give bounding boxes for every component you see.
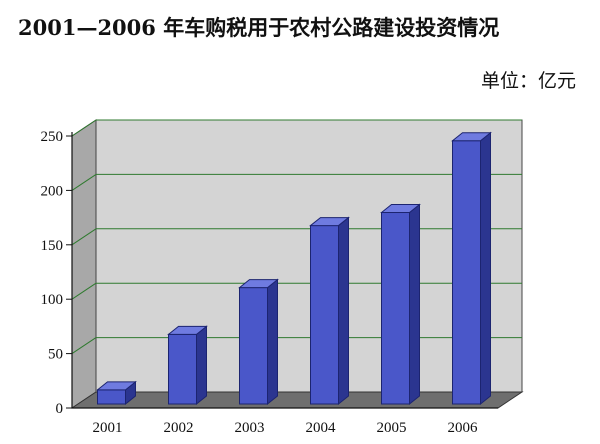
x-tick-label: 2005 [377,420,407,436]
grid-line-side [71,119,97,137]
grid-line-side [71,282,97,300]
bar-side [338,216,349,406]
y-tick-label: 100 [41,292,64,308]
bar-front [381,212,410,405]
bar-top [380,204,421,214]
bar-side [480,131,491,406]
bar [309,216,350,406]
x-tick-label: 2003 [235,420,265,436]
bar-front [452,140,481,405]
bar [451,131,492,406]
x-tick-label: 2004 [306,420,337,436]
x-tick-label: 2006 [448,420,479,436]
y-tick-label: 50 [48,347,63,363]
back-wall [95,119,523,393]
grid-line-side [71,228,97,246]
bars [96,131,492,406]
bar-side [267,278,278,406]
bar-front [310,225,339,405]
y-tick-label: 150 [41,238,64,254]
bar-top [167,325,208,335]
y-tick-label: 0 [56,401,64,417]
bar-top [451,132,492,142]
bar [96,380,137,406]
x-tick-label: 2001 [93,420,123,436]
bar-top [96,381,137,391]
grid-line-side [71,337,97,355]
side-wall [71,119,97,409]
bar-side [409,203,420,406]
bar-top [238,279,279,289]
y-tick-label: 200 [41,183,64,199]
chart-title: 2001—2006 年车购税用于农村公路建设投资情况 [18,15,500,40]
x-axis-labels: 2001 2002 2003 2004 2005 2006 [93,420,479,436]
y-axis-ticks: 0 50 100 150 200 250 [41,129,72,417]
unit-label: 单位：亿元 [480,70,576,92]
axes [71,132,498,409]
bar-side [196,325,207,406]
x-tick-label: 2002 [164,420,194,436]
bar-front [239,287,268,405]
grid-line-side [71,173,97,191]
bar [380,203,421,406]
bar-front [97,389,126,405]
grid-lines [71,119,522,355]
bar [238,278,279,406]
bar-top [309,217,350,227]
bar-front [168,333,197,405]
y-tick-label: 250 [41,129,64,145]
bar [167,325,208,406]
